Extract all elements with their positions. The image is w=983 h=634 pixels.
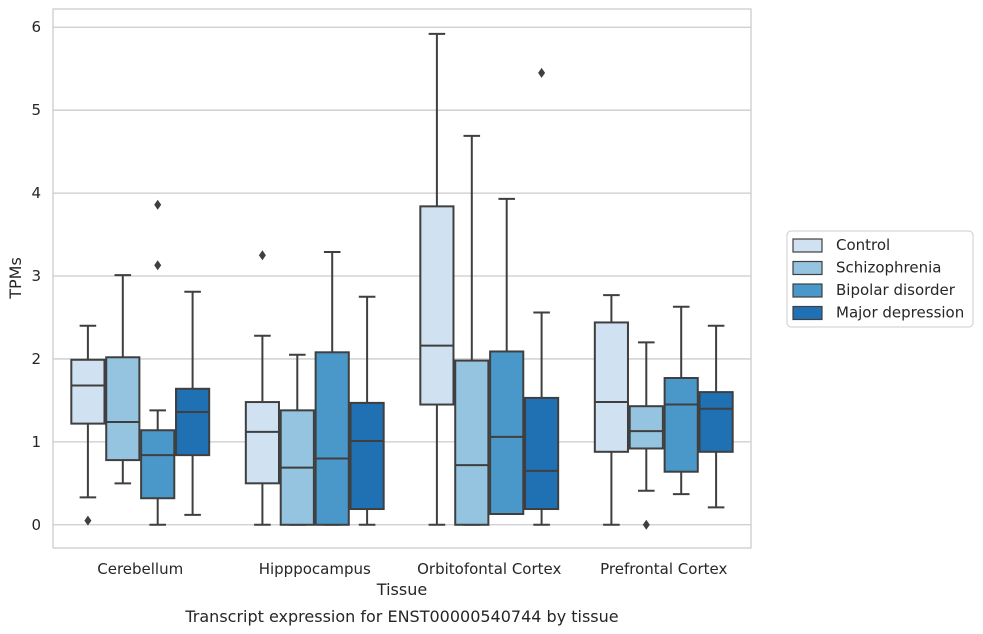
legend-label: Major depression <box>836 304 964 322</box>
box-body <box>454 359 490 526</box>
box-body <box>489 350 525 516</box>
legend-swatch <box>792 238 823 253</box>
series-group <box>175 67 734 526</box>
box-body <box>70 358 106 425</box>
legend-label: Schizophrenia <box>836 259 941 277</box>
legend-swatch <box>792 260 823 276</box>
legend-entry: Major depression <box>792 304 964 322</box>
box-body <box>628 405 664 450</box>
box-body <box>105 356 141 462</box>
chart-caption: Transcript expression for ENST0000054074… <box>184 607 618 626</box>
y-tick-label: 6 <box>31 18 41 36</box>
x-tick-label: Cerebellum <box>97 560 183 578</box>
box-body <box>663 377 699 473</box>
series-group <box>70 32 629 526</box>
box-body <box>524 396 560 511</box>
box <box>349 295 385 526</box>
legend-label: Bipolar disorder <box>836 281 956 299</box>
outlier-point <box>642 519 650 530</box>
box <box>175 290 211 516</box>
box <box>454 134 490 526</box>
box <box>419 32 455 526</box>
legend-swatch <box>792 283 823 298</box>
box <box>524 67 560 526</box>
y-axis-ticks: 0 1 2 3 4 5 6 <box>31 18 41 534</box>
legend-frame <box>786 230 974 328</box>
box <box>628 341 664 530</box>
y-tick-label: 5 <box>31 101 41 119</box>
box <box>279 353 315 526</box>
outlier-point <box>84 515 92 526</box>
box <box>140 199 176 526</box>
box <box>70 324 106 526</box>
box <box>663 305 699 496</box>
legend-entry: Schizophrenia <box>792 259 941 277</box>
box-plot-series <box>70 32 734 530</box>
box-body <box>593 321 629 453</box>
x-axis-ticks: Cerebellum Hipppocampus Orbitofontal Corte… <box>97 560 727 578</box>
y-tick-label: 2 <box>31 350 41 368</box>
box-body <box>314 351 350 526</box>
x-axis-label: Tissue <box>376 580 427 599</box>
y-axis-label: TPMs <box>6 257 25 300</box>
outlier-point <box>538 67 546 78</box>
plot-area-frame <box>52 8 752 549</box>
legend-entry: Control <box>792 236 890 254</box>
y-tick-label: 1 <box>31 433 41 451</box>
box-body <box>698 391 734 453</box>
x-tick-label: Orbitofontal Cortex <box>417 560 561 578</box>
y-tick-label: 3 <box>31 267 41 285</box>
box-body <box>175 387 211 457</box>
legend-swatch <box>792 305 823 321</box>
box <box>244 250 280 526</box>
box-body <box>140 429 176 500</box>
legend-entry: Bipolar disorder <box>792 281 956 299</box>
box-body <box>419 205 455 406</box>
series-group <box>105 134 664 530</box>
outlier-point <box>154 199 162 210</box>
outlier-point <box>154 260 162 271</box>
box <box>105 274 141 485</box>
box <box>593 294 629 526</box>
box-body <box>349 401 385 511</box>
y-tick-label: 0 <box>31 516 41 534</box>
y-tick-label: 4 <box>31 184 41 202</box>
outlier-point <box>258 250 266 261</box>
box <box>489 197 525 516</box>
x-tick-label: Prefrontal Cortex <box>600 560 727 578</box>
series-group <box>140 197 699 526</box>
box-body <box>244 401 280 485</box>
legend: Control Schizophrenia Bipolar disorder Majo… <box>786 230 974 328</box>
legend-label: Control <box>836 236 890 254</box>
box <box>698 324 734 509</box>
box <box>314 250 350 526</box>
x-tick-label: Hipppocampus <box>259 560 371 578</box>
